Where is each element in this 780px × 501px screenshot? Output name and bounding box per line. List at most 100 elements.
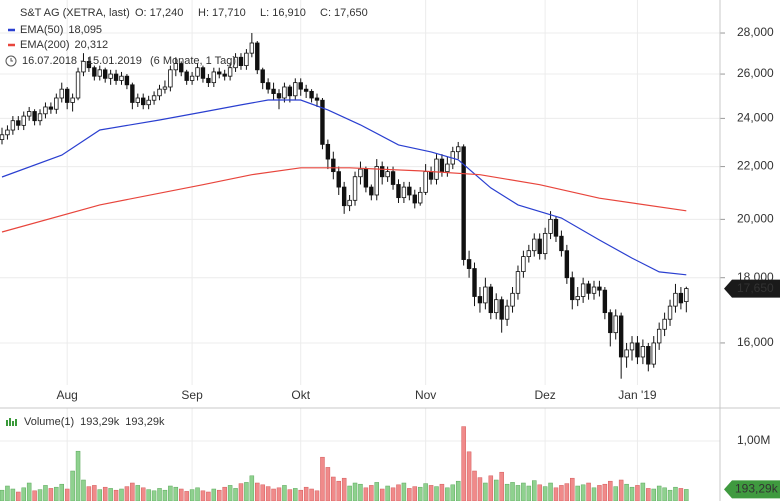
candle-body — [401, 186, 407, 199]
volume-bar — [651, 488, 656, 501]
candle-body — [211, 71, 217, 84]
volume-bar — [59, 483, 65, 501]
candle-body — [184, 71, 189, 81]
candle-body — [515, 271, 521, 294]
candle-body — [54, 97, 59, 110]
volume-bar — [92, 485, 97, 501]
volume-bar — [178, 488, 184, 501]
volume-bar — [0, 489, 5, 501]
volume-bar — [70, 470, 75, 501]
candle-body — [271, 88, 276, 94]
candle-body — [635, 342, 640, 358]
volume-bar — [477, 477, 483, 501]
volume-bar — [379, 488, 385, 501]
candle-body — [379, 166, 385, 178]
volume-bar — [135, 485, 141, 501]
volume-bar — [206, 491, 211, 501]
volume-bar — [515, 485, 521, 501]
last-price-label: 17,650 — [737, 281, 774, 295]
candle-body — [293, 82, 298, 97]
volume-bar — [271, 488, 276, 501]
volume-bar — [499, 471, 504, 501]
candle-body — [130, 84, 135, 103]
volume-bar — [656, 485, 662, 501]
volume-bar — [102, 486, 108, 501]
volume-bar — [347, 485, 352, 501]
volume-bar — [613, 486, 618, 501]
candle-body — [227, 67, 233, 77]
legend-value: 20,312 — [75, 39, 109, 51]
volume-bar — [21, 487, 26, 501]
volume-bar — [168, 485, 173, 501]
candle-body — [168, 69, 173, 88]
volume-bar — [591, 487, 597, 501]
candle-body — [325, 143, 331, 160]
candle-body — [244, 52, 249, 67]
volume-bar — [678, 488, 684, 501]
candle-body — [113, 73, 119, 81]
volume-value: 193,29k — [80, 416, 120, 428]
candle-body — [179, 63, 184, 73]
volume-bar — [417, 486, 423, 501]
candle-body — [651, 342, 656, 365]
last-price-badge — [724, 279, 780, 298]
volume-bar — [455, 480, 461, 501]
volume-bar — [390, 487, 396, 501]
volume-bar — [157, 488, 162, 501]
volume-bar — [37, 489, 43, 501]
volume-bar — [450, 484, 456, 501]
candle-body — [532, 238, 537, 252]
volume-bar — [369, 485, 374, 501]
last-volume-badge — [724, 480, 780, 499]
volume-bar — [320, 456, 325, 501]
candle-body — [287, 86, 293, 97]
candle-body — [434, 158, 439, 180]
candle-body — [303, 88, 309, 92]
candle-body — [26, 111, 32, 117]
volume-bar — [238, 483, 244, 501]
volume-bar — [553, 487, 559, 501]
volume-bar — [314, 490, 320, 501]
candle-body — [86, 61, 92, 69]
volume-bar — [26, 482, 32, 501]
candle-body — [16, 120, 21, 126]
candle-body — [43, 106, 48, 115]
volume-bar — [532, 480, 537, 501]
candle-body — [456, 146, 461, 153]
candle-body — [494, 299, 499, 314]
volume-bar — [618, 479, 624, 501]
volume-bar — [407, 488, 412, 501]
candle-body — [613, 315, 618, 334]
volume-icon — [6, 418, 17, 426]
candle-body — [146, 99, 151, 106]
candle-body — [396, 184, 401, 199]
candle-body — [37, 113, 43, 122]
volume-bar — [358, 483, 363, 501]
volume-bar — [684, 489, 689, 501]
volume-bar — [341, 477, 347, 501]
candle-body — [75, 71, 81, 99]
volume-bar — [597, 485, 602, 501]
candle-body — [157, 88, 162, 97]
volume-bar — [124, 486, 130, 501]
open-label: O: 17,240 — [135, 7, 183, 19]
volume-bar — [510, 482, 515, 501]
legend-name: EMA(200) — [20, 39, 70, 51]
candle-body — [249, 42, 255, 54]
volume-bar — [640, 482, 646, 501]
ema-line — [1, 167, 687, 233]
y-tick-label: 28,000 — [737, 25, 774, 39]
x-tick-label: Okt — [291, 388, 310, 402]
volume-bar — [48, 488, 54, 501]
volume-bar — [54, 486, 59, 501]
candle-body — [548, 218, 553, 234]
volume-bar — [570, 477, 575, 501]
volume-bar — [189, 489, 195, 501]
candle-body — [200, 67, 206, 79]
volume-bar — [81, 479, 86, 501]
y-tick-label: 24,000 — [737, 111, 774, 125]
candle-body — [640, 346, 646, 358]
candle-body — [238, 56, 244, 67]
volume-bar — [217, 489, 222, 501]
